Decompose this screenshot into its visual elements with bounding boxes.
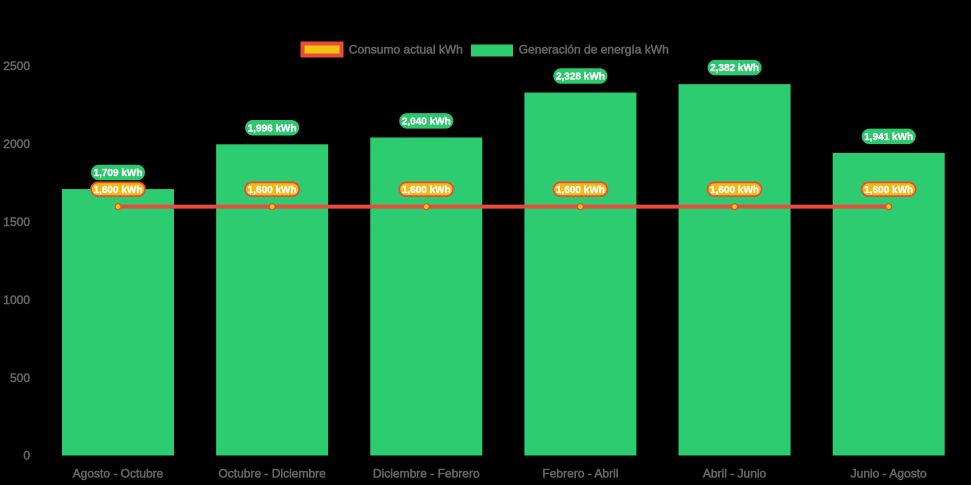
svg-text:1,600 kWh: 1,600 kWh bbox=[248, 185, 297, 196]
svg-text:1000: 1000 bbox=[3, 293, 30, 307]
svg-text:1,600 kWh: 1,600 kWh bbox=[402, 185, 451, 196]
svg-text:1,600 kWh: 1,600 kWh bbox=[94, 185, 143, 196]
svg-text:2,382 kWh: 2,382 kWh bbox=[710, 63, 759, 74]
svg-text:1,996 kWh: 1,996 kWh bbox=[248, 123, 297, 134]
svg-text:2,328 kWh: 2,328 kWh bbox=[556, 72, 605, 83]
svg-text:Febrero - Abril: Febrero - Abril bbox=[542, 466, 618, 480]
svg-text:Generación de energía kWh: Generación de energía kWh bbox=[519, 42, 669, 56]
svg-text:500: 500 bbox=[10, 371, 30, 385]
svg-text:Octubre - Diciembre: Octubre - Diciembre bbox=[218, 466, 326, 480]
svg-text:2,040 kWh: 2,040 kWh bbox=[402, 117, 451, 128]
svg-text:Junio - Agosto: Junio - Agosto bbox=[851, 466, 927, 480]
svg-text:Diciembre - Febrero: Diciembre - Febrero bbox=[373, 466, 480, 480]
svg-text:1,941 kWh: 1,941 kWh bbox=[864, 132, 913, 143]
svg-text:1,600 kWh: 1,600 kWh bbox=[864, 185, 913, 196]
svg-text:1,600 kWh: 1,600 kWh bbox=[556, 185, 605, 196]
svg-text:2000: 2000 bbox=[3, 137, 30, 151]
svg-text:1500: 1500 bbox=[3, 215, 30, 229]
svg-text:1,600 kWh: 1,600 kWh bbox=[710, 185, 759, 196]
svg-text:Abril - Junio: Abril - Junio bbox=[703, 466, 767, 480]
svg-text:Agosto - Octubre: Agosto - Octubre bbox=[73, 466, 164, 480]
svg-text:1,709 kWh: 1,709 kWh bbox=[94, 168, 143, 179]
svg-text:0: 0 bbox=[23, 449, 30, 463]
svg-text:Consumo actual kWh: Consumo actual kWh bbox=[349, 42, 463, 56]
svg-text:2500: 2500 bbox=[3, 59, 30, 73]
